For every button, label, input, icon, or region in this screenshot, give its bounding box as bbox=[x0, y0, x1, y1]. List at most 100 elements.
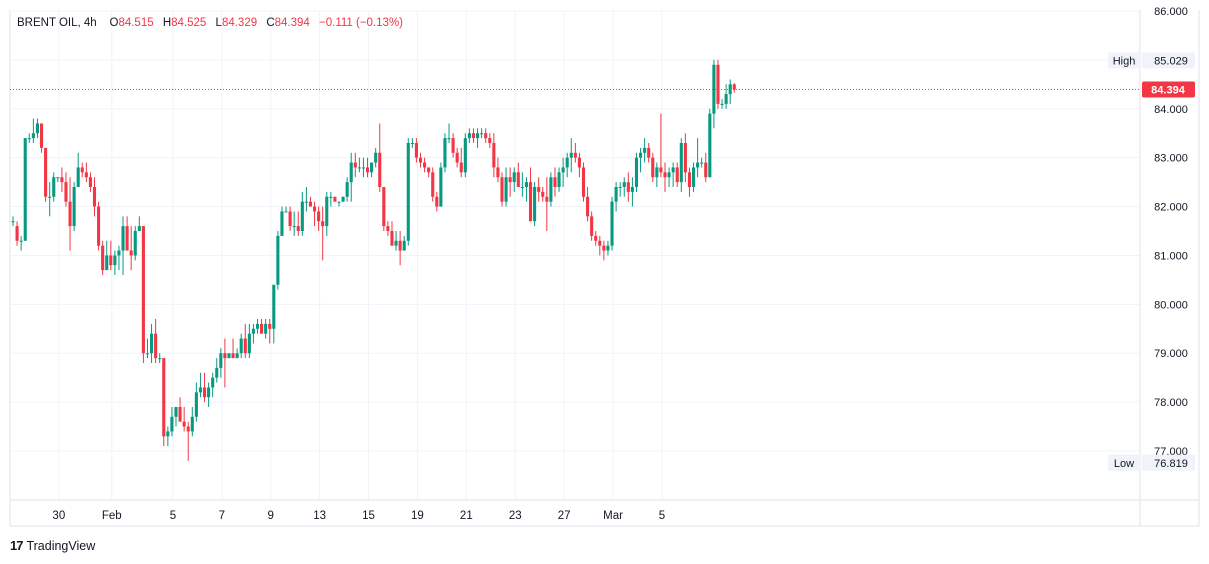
candle bbox=[288, 206, 292, 231]
candle bbox=[329, 191, 333, 207]
candle bbox=[708, 108, 712, 178]
candle-body bbox=[712, 64, 716, 114]
candle bbox=[353, 152, 357, 178]
open-label: O bbox=[109, 17, 119, 29]
candle-body bbox=[31, 133, 35, 139]
candle-body bbox=[105, 255, 109, 271]
candle-body bbox=[675, 167, 679, 183]
candle-body bbox=[35, 123, 39, 134]
candle-body bbox=[398, 240, 402, 251]
symbol-name[interactable]: BRENT OIL bbox=[17, 17, 78, 29]
candle-body bbox=[133, 231, 137, 256]
candle-body bbox=[76, 167, 80, 187]
high-marker-label-bg bbox=[1108, 52, 1140, 69]
candle-body bbox=[565, 157, 569, 168]
symbol-header: BRENT OIL, 4h O84.515 H84.525 L84.329 C8… bbox=[17, 17, 403, 29]
time-tick-label: 23 bbox=[509, 510, 522, 522]
low-marker-value-bg bbox=[1142, 454, 1195, 471]
candle-body bbox=[720, 103, 724, 105]
candle-body bbox=[190, 416, 194, 432]
candle bbox=[418, 152, 423, 168]
candle-body bbox=[129, 250, 133, 256]
candle bbox=[276, 231, 280, 290]
time-axis[interactable]: 30 Feb 5 7 9 13 15 19 21 23 27 Mar 5 bbox=[52, 510, 665, 522]
candle-body bbox=[255, 323, 260, 329]
candle-body bbox=[683, 143, 687, 173]
price-tick-label: 83.000 bbox=[1154, 153, 1188, 165]
time-tick-label: 27 bbox=[558, 510, 571, 522]
candle-body bbox=[251, 328, 255, 334]
candle-body bbox=[357, 167, 361, 169]
candle-body bbox=[427, 167, 431, 173]
candle bbox=[272, 284, 276, 344]
candle-body bbox=[321, 221, 325, 227]
candle-body bbox=[655, 167, 659, 178]
candle bbox=[496, 157, 500, 183]
price-markers: 84.394 High 85.029 Low 76.819 bbox=[10, 52, 1195, 471]
time-tick-label: 13 bbox=[313, 510, 326, 522]
candle bbox=[178, 397, 182, 422]
candle bbox=[141, 226, 145, 363]
candle bbox=[549, 172, 553, 207]
candle-body bbox=[594, 235, 598, 241]
candle bbox=[304, 187, 308, 212]
candle-body bbox=[325, 196, 329, 227]
candle-body bbox=[488, 138, 492, 143]
candle-body bbox=[691, 167, 696, 187]
candle-body bbox=[194, 392, 198, 417]
low-value: 84.329 bbox=[221, 17, 258, 29]
price-tick-label: 80.000 bbox=[1154, 299, 1188, 311]
candle-body bbox=[386, 226, 390, 231]
price-axis[interactable]: 77.00078.00079.00080.00081.00082.00083.0… bbox=[1154, 6, 1188, 458]
candle-body bbox=[365, 167, 370, 173]
time-tick-label: 30 bbox=[52, 510, 65, 522]
candle-body bbox=[500, 177, 504, 202]
candle bbox=[76, 152, 80, 187]
candle bbox=[194, 382, 198, 422]
candle-body bbox=[374, 152, 378, 163]
candle bbox=[341, 196, 345, 202]
candle bbox=[154, 319, 158, 363]
candle-body bbox=[553, 177, 557, 187]
candle bbox=[626, 172, 630, 202]
candle bbox=[691, 162, 696, 192]
candle-body bbox=[378, 152, 382, 187]
candle bbox=[105, 240, 109, 271]
candle bbox=[198, 372, 202, 398]
candle bbox=[488, 133, 492, 148]
high-value: 84.525 bbox=[171, 17, 207, 29]
candle-body bbox=[145, 353, 150, 355]
candle bbox=[647, 143, 651, 163]
candle-body bbox=[313, 206, 317, 212]
candle bbox=[659, 113, 663, 178]
candle bbox=[476, 128, 480, 148]
candle-body bbox=[292, 226, 296, 228]
candle-body bbox=[630, 187, 634, 192]
candle bbox=[683, 133, 687, 183]
candle-body bbox=[141, 226, 145, 354]
candle bbox=[239, 333, 243, 359]
candle bbox=[207, 382, 211, 407]
candle bbox=[84, 162, 88, 183]
candle bbox=[398, 231, 402, 266]
candle bbox=[651, 152, 655, 183]
candle bbox=[524, 177, 528, 202]
candle bbox=[121, 216, 125, 275]
candle-body bbox=[137, 226, 141, 231]
candle bbox=[378, 123, 382, 192]
candle-body bbox=[480, 133, 484, 135]
interval-label[interactable]: 4h bbox=[83, 17, 97, 29]
candle bbox=[158, 353, 162, 363]
candle bbox=[581, 162, 586, 202]
price-tick-label: 81.000 bbox=[1154, 250, 1188, 262]
candle-body bbox=[11, 221, 15, 223]
last-price-value: 84.394 bbox=[1151, 85, 1186, 97]
candle-body bbox=[353, 162, 357, 168]
candle-body bbox=[545, 196, 549, 202]
candle bbox=[202, 372, 207, 403]
tradingview-brand[interactable]: 17 TradingView bbox=[10, 538, 95, 553]
candle-body bbox=[581, 167, 586, 197]
candle bbox=[313, 201, 317, 227]
candle-body bbox=[202, 387, 207, 398]
